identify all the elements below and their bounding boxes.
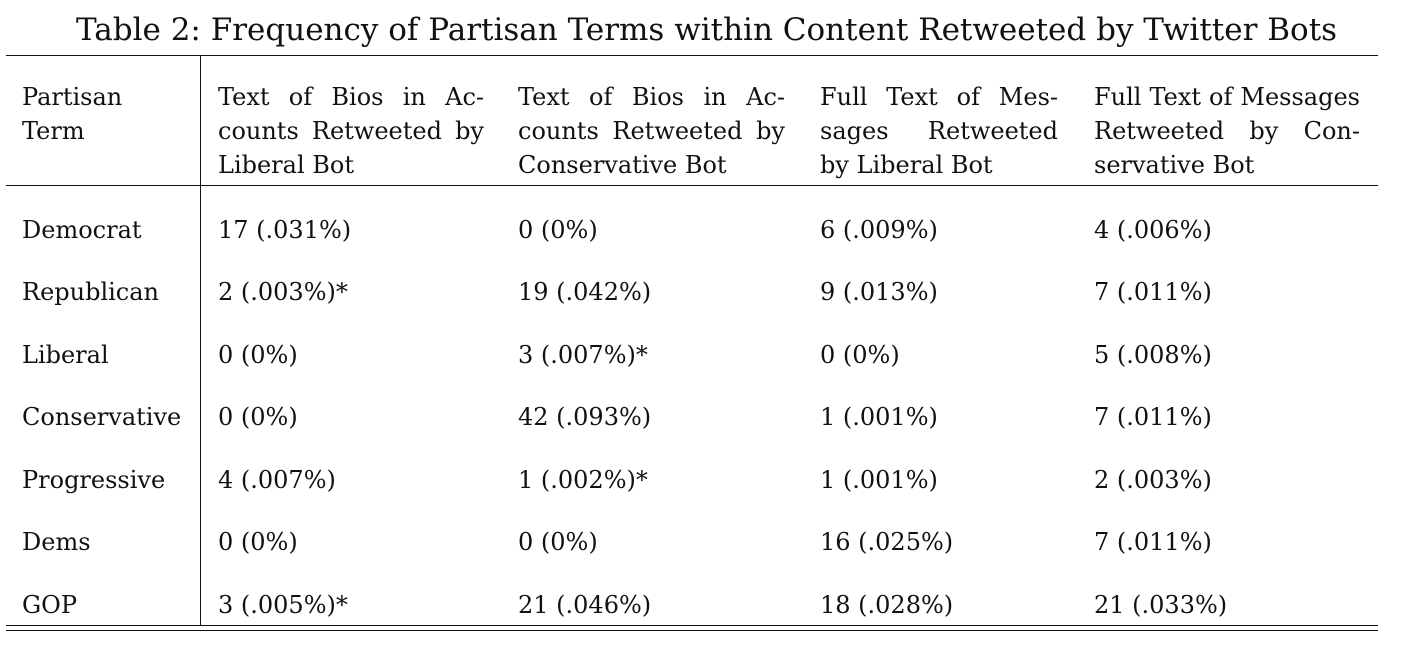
table-cell: 42 (.093%): [518, 403, 652, 431]
table-cell: 5 (.008%): [1094, 341, 1212, 369]
header-line: Retweeted by Con-: [1094, 117, 1360, 145]
header-line: by Liberal Bot: [820, 151, 993, 179]
header-line: Text of Bios in Ac-: [518, 83, 785, 111]
row-term: Democrat: [22, 216, 142, 244]
row-term: GOP: [22, 591, 77, 619]
table-caption: Table 2: Frequency of Partisan Terms wit…: [76, 12, 1338, 48]
header-messages-conservative-bot: Full Text of Messages Retweeted by Con- …: [1094, 80, 1360, 182]
table-header-rule: [6, 185, 1378, 186]
table-cell: 1 (.001%): [820, 466, 938, 494]
table-cell: 3 (.007%)*: [518, 341, 648, 369]
header-line: counts Retweeted by: [218, 117, 484, 145]
table-cell: 21 (.046%): [518, 591, 652, 619]
table-cell: 6 (.009%): [820, 216, 938, 244]
header-line: counts Retweeted by: [518, 117, 785, 145]
header-line: Full Text of Mes-: [820, 83, 1058, 111]
table-cell: 9 (.013%): [820, 278, 938, 306]
row-term: Dems: [22, 528, 91, 556]
row-term: Progressive: [22, 466, 166, 494]
header-partisan-term: Partisan Term: [22, 80, 192, 148]
table-cell: 0 (0%): [518, 216, 598, 244]
row-term: Conservative: [22, 403, 182, 431]
row-term: Liberal: [22, 341, 109, 369]
table-cell: 0 (0%): [218, 403, 298, 431]
header-line: servative Bot: [1094, 151, 1255, 179]
header-bios-conservative-bot: Text of Bios in Ac- counts Retweeted by …: [518, 80, 785, 182]
header-line: Partisan: [22, 83, 123, 111]
table-cell: 2 (.003%): [1094, 466, 1212, 494]
table-cell: 0 (0%): [218, 341, 298, 369]
header-line: Conservative Bot: [518, 151, 727, 179]
table-cell: 7 (.011%): [1094, 278, 1212, 306]
table-cell: 1 (.002%)*: [518, 466, 648, 494]
table-cell: 19 (.042%): [518, 278, 652, 306]
table-column-divider: [200, 55, 201, 625]
table-cell: 2 (.003%)*: [218, 278, 348, 306]
table-cell: 17 (.031%): [218, 216, 352, 244]
table-top-rule: [6, 55, 1378, 56]
table-cell: 0 (0%): [218, 528, 298, 556]
header-line: Text of Bios in Ac-: [218, 83, 484, 111]
header-messages-liberal-bot: Full Text of Mes- sages Retweeted by Lib…: [820, 80, 1058, 182]
table-bottom-rule-1: [6, 625, 1378, 626]
header-line: sages Retweeted: [820, 117, 1058, 145]
table-cell: 1 (.001%): [820, 403, 938, 431]
header-line: Term: [22, 117, 85, 145]
table-cell: 0 (0%): [820, 341, 900, 369]
table-cell: 0 (0%): [518, 528, 598, 556]
table-cell: 4 (.006%): [1094, 216, 1212, 244]
header-bios-liberal-bot: Text of Bios in Ac- counts Retweeted by …: [218, 80, 484, 182]
table-cell: 21 (.033%): [1094, 591, 1228, 619]
table-bottom-rule-2: [6, 630, 1378, 631]
table-cell: 3 (.005%)*: [218, 591, 348, 619]
header-line: Liberal Bot: [218, 151, 354, 179]
table-cell: 18 (.028%): [820, 591, 954, 619]
table-cell: 7 (.011%): [1094, 403, 1212, 431]
table-cell: 16 (.025%): [820, 528, 954, 556]
header-line: Full Text of Messages: [1094, 83, 1360, 111]
table-cell: 4 (.007%): [218, 466, 336, 494]
table-cell: 7 (.011%): [1094, 528, 1212, 556]
row-term: Republican: [22, 278, 160, 306]
